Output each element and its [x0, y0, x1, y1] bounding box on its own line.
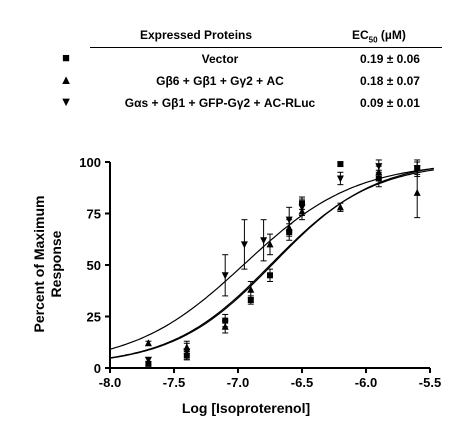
point-triangle-down: [298, 204, 306, 212]
legend-table: Expressed Proteins EC50 (µM) ■ Vector 0.…: [0, 0, 474, 130]
point-triangle-down: [336, 175, 344, 183]
point-triangle-down: [413, 165, 421, 173]
point-square: [337, 161, 344, 168]
point-triangle-down: [221, 272, 229, 280]
x-tick-label: -6.0: [355, 375, 377, 390]
point-triangle-down: [375, 163, 383, 171]
legend-ec50-gas: 0.09 ± 0.01: [360, 96, 420, 110]
point-square: [267, 272, 273, 279]
point-triangle-down: [260, 237, 268, 245]
point-square: [247, 297, 254, 304]
x-tick-label: -6.5: [291, 375, 313, 390]
triangle-up-icon: ▲: [59, 72, 73, 87]
legend-ec50-gb6: 0.18 ± 0.07: [360, 74, 420, 88]
fit-curve-1: [110, 169, 434, 359]
y-axis-label: Percent of MaximumResponse: [31, 196, 64, 333]
y-tick-label: 25: [87, 310, 101, 325]
point-triangle-up: [144, 339, 152, 347]
header-proteins: Expressed Proteins: [140, 28, 253, 42]
point-triangle-down: [240, 241, 248, 249]
point-triangle-down: [285, 216, 293, 224]
point-triangle-up: [221, 322, 229, 330]
legend-label-vector: Vector: [201, 52, 239, 66]
fit-curve-2: [110, 167, 434, 350]
x-tick-label: -5.5: [419, 375, 441, 390]
y-tick-label: 75: [87, 207, 101, 222]
point-triangle-down: [183, 348, 191, 356]
x-tick-label: -8.0: [99, 375, 121, 390]
point-triangle-up: [336, 203, 344, 211]
fit-curves: [110, 167, 434, 359]
legend-label-gas: Gαs + Gβ1 + GFP-Gγ2 + AC-RLuc: [124, 96, 316, 110]
point-square: [145, 360, 152, 367]
square-icon: ■: [62, 50, 70, 65]
point-triangle-up: [266, 240, 274, 248]
point-triangle-up: [247, 285, 255, 293]
x-axis-label: Log [Isoproterenol]: [182, 400, 310, 416]
y-tick-label: 0: [94, 361, 101, 376]
x-tick-label: -7.5: [163, 375, 185, 390]
y-tick-label: 50: [87, 258, 101, 273]
triangle-down-icon: ▼: [59, 94, 73, 109]
header-divider: [90, 47, 442, 48]
point-triangle-up: [413, 188, 421, 196]
legend-label-gb6: Gβ6 + Gβ1 + Gγ2 + AC: [156, 74, 284, 88]
point-triangle-down: [144, 356, 152, 364]
data-points: [144, 159, 421, 367]
axes: 0 25 50 75 100 -8.0 -7.5 -7.0 -6.5 -6.0 -5.5: [79, 155, 441, 390]
header-ec50: EC50 (µM): [352, 28, 406, 45]
legend-ec50-vector: 0.19 ± 0.06: [360, 52, 420, 66]
y-tick-label: 100: [79, 155, 101, 170]
x-tick-label: -7.0: [227, 375, 249, 390]
fit-curve-0: [110, 167, 434, 359]
